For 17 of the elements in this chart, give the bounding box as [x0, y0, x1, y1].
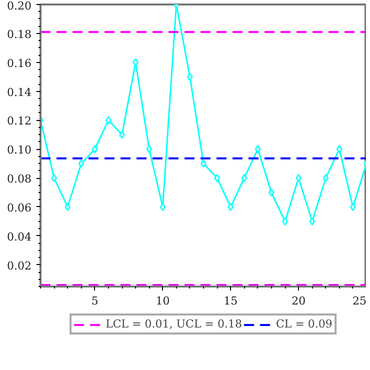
y-tick-label: 0.06: [7, 201, 32, 214]
legend-label: LCL = 0.01, UCL = 0.18: [106, 318, 242, 330]
y-tick-label: 0.04: [7, 230, 32, 244]
y-tick-label: 0.18: [7, 28, 32, 41]
x-tick-label: 25: [352, 294, 367, 308]
y-tick-label: 0.16: [7, 56, 32, 70]
x-tick-label: 15: [224, 294, 238, 308]
y-tick-label: 0.10: [7, 144, 32, 157]
x-tick-label: 5: [91, 294, 98, 308]
y-tick-label: 0.08: [7, 172, 32, 186]
y-tick-label: 0.20: [7, 0, 32, 12]
x-tick-label: 20: [292, 294, 306, 308]
y-tick-label: 0.12: [7, 114, 32, 128]
legend-label: CL = 0.09: [276, 318, 332, 330]
x-tick-label: 10: [156, 294, 170, 308]
y-tick-label: 0.02: [7, 259, 32, 272]
y-tick-label: 0.14: [7, 86, 32, 99]
